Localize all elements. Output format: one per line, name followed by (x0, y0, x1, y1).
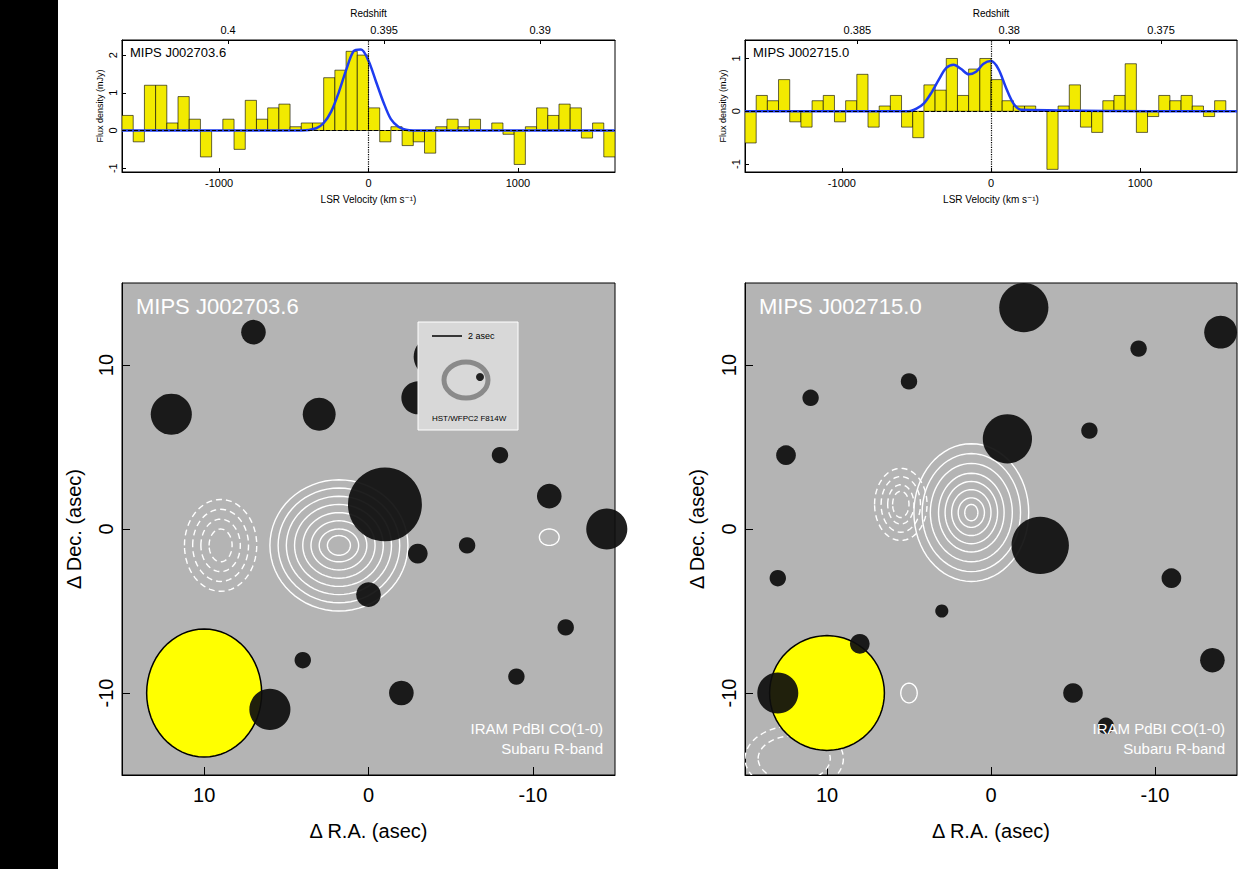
svg-text:Subaru R-band: Subaru R-band (501, 740, 603, 757)
svg-text:Δ Dec. (asec): Δ Dec. (asec) (686, 469, 708, 589)
svg-text:0.375: 0.375 (1147, 24, 1175, 36)
svg-text:0: 0 (985, 784, 996, 806)
svg-text:-1000: -1000 (205, 177, 233, 189)
svg-text:0: 0 (988, 177, 994, 189)
svg-text:Flux density (mJy): Flux density (mJy) (95, 69, 105, 142)
svg-text:Redshift: Redshift (350, 8, 387, 19)
svg-text:MIPS J002715.0: MIPS J002715.0 (753, 45, 849, 60)
svg-text:2 asec: 2 asec (468, 331, 495, 341)
svg-text:0: 0 (95, 523, 117, 534)
svg-text:Redshift: Redshift (973, 8, 1010, 19)
svg-text:10: 10 (193, 784, 215, 806)
svg-text:Subaru R-band: Subaru R-band (1123, 740, 1225, 757)
svg-text:0.38: 0.38 (999, 24, 1020, 36)
svg-text:Flux density (mJy): Flux density (mJy) (718, 69, 728, 142)
svg-text:0.39: 0.39 (529, 24, 550, 36)
svg-text:-1: -1 (107, 163, 119, 173)
svg-text:1: 1 (730, 55, 742, 61)
svg-text:1000: 1000 (506, 177, 530, 189)
svg-text:MIPS J002715.0: MIPS J002715.0 (759, 294, 922, 319)
svg-text:MIPS J002703.6: MIPS J002703.6 (136, 294, 299, 319)
svg-text:LSR Velocity (km s⁻¹): LSR Velocity (km s⁻¹) (321, 194, 417, 205)
svg-text:-1000: -1000 (828, 177, 856, 189)
svg-text:-10: -10 (518, 784, 547, 806)
svg-text:0: 0 (365, 177, 371, 189)
svg-text:-10: -10 (718, 679, 740, 708)
svg-text:-10: -10 (1141, 784, 1170, 806)
svg-text:2: 2 (107, 52, 119, 58)
svg-text:0: 0 (363, 784, 374, 806)
svg-text:HST/WFPC2 F814W: HST/WFPC2 F814W (432, 414, 507, 423)
svg-text:0: 0 (107, 127, 119, 133)
svg-text:Δ R.A. (asec): Δ R.A. (asec) (932, 820, 1050, 842)
svg-text:-1: -1 (730, 159, 742, 169)
svg-text:1000: 1000 (1128, 177, 1152, 189)
svg-text:IRAM PdBI CO(1-0): IRAM PdBI CO(1-0) (470, 720, 603, 737)
svg-text:1: 1 (107, 90, 119, 96)
svg-text:10: 10 (95, 354, 117, 376)
svg-text:0.385: 0.385 (844, 24, 872, 36)
svg-text:0.4: 0.4 (220, 24, 235, 36)
svg-text:0.395: 0.395 (370, 24, 398, 36)
svg-text:0: 0 (718, 523, 740, 534)
svg-text:0: 0 (730, 108, 742, 114)
svg-text:IRAM PdBI CO(1-0): IRAM PdBI CO(1-0) (1092, 720, 1225, 737)
svg-text:LSR Velocity (km s⁻¹): LSR Velocity (km s⁻¹) (943, 194, 1039, 205)
svg-text:Δ R.A. (asec): Δ R.A. (asec) (310, 820, 428, 842)
svg-text:Δ Dec. (asec): Δ Dec. (asec) (63, 469, 85, 589)
svg-text:-10: -10 (95, 679, 117, 708)
svg-text:MIPS J002703.6: MIPS J002703.6 (130, 45, 226, 60)
svg-text:10: 10 (816, 784, 838, 806)
svg-text:10: 10 (718, 354, 740, 376)
